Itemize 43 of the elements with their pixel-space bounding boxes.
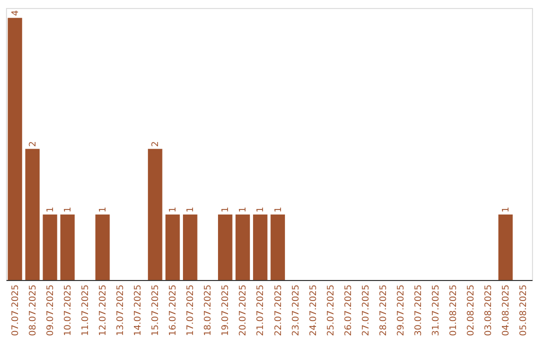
data-label: 1 [168,206,179,212]
data-label: 1 [256,206,266,212]
data-label: 1 [274,206,284,212]
x-tick-label: 18.07.2025 [204,284,214,336]
x-tick-label: 24.07.2025 [308,284,319,336]
x-tick-label: 29.07.2025 [396,284,406,336]
x-tick-label: 31.07.2025 [431,284,442,336]
x-tick-label: 08.07.2025 [28,284,38,336]
x-tick-label: 23.07.2025 [291,284,302,336]
x-tick-label: 12.07.2025 [98,284,109,336]
x-tick-label: 02.08.2025 [466,284,476,336]
x-tick-label: 16.07.2025 [168,284,179,336]
data-label: 4 [10,10,21,16]
x-tick-label: 27.07.2025 [361,284,372,336]
x-tick-label: 13.07.2025 [116,284,126,336]
x-tick-label: 26.07.2025 [344,284,354,336]
data-label: 2 [28,141,38,147]
data-label: 1 [238,206,249,212]
x-tick-label: 10.07.2025 [64,284,74,336]
x-tick-label: 20.07.2025 [238,284,249,336]
x-tick-label: 09.07.2025 [46,284,56,336]
data-label: 1 [186,206,196,212]
x-tick-label: 14.07.2025 [134,284,144,336]
data-label: 1 [98,206,109,212]
x-tick-label: 21.07.2025 [256,284,266,336]
x-tick-label: 07.07.2025 [10,284,21,336]
x-tick-label: 05.08.2025 [519,284,530,336]
x-tick-label: 04.08.2025 [502,284,512,336]
data-label: 1 [221,206,232,212]
x-tick-label: 22.07.2025 [274,284,284,336]
data-label: 1 [502,206,512,212]
x-tick-label: 25.07.2025 [326,284,336,336]
x-tick-label: 19.07.2025 [221,284,232,336]
x-tick-label: 11.07.2025 [81,284,92,336]
x-tick-label: 28.07.2025 [378,284,389,336]
x-tick-label: 17.07.2025 [186,284,196,336]
x-tick-label: 01.08.2025 [448,284,459,336]
x-tick-label: 03.08.2025 [484,284,494,336]
x-tick-label: 15.07.2025 [151,284,162,336]
data-label: 1 [46,206,56,212]
data-label: 1 [64,206,74,212]
x-tick-label: 30.07.2025 [414,284,424,336]
data-label: 2 [151,141,162,147]
